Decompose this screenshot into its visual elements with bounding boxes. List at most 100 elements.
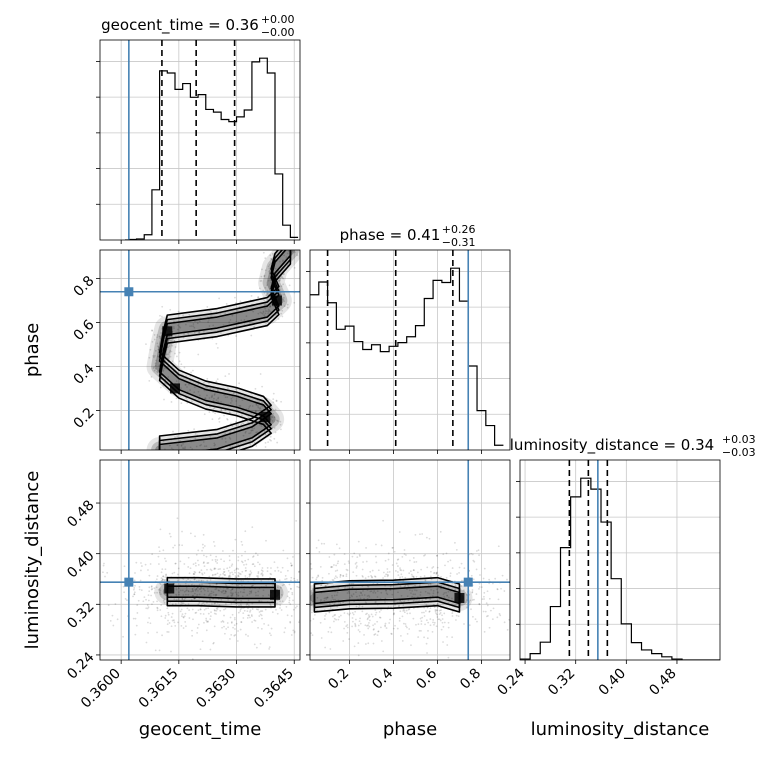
sample-point xyxy=(223,574,226,576)
sample-point xyxy=(324,585,327,588)
sample-point xyxy=(323,597,326,600)
sample-point xyxy=(159,528,162,531)
contour-line xyxy=(313,576,461,613)
sample-point xyxy=(251,563,254,566)
sample-point xyxy=(253,643,256,646)
sample-point xyxy=(269,287,271,290)
sample-point xyxy=(431,630,434,633)
sample-point xyxy=(132,588,135,591)
sample-point xyxy=(386,571,389,574)
sample-point xyxy=(238,382,241,385)
sample-point xyxy=(178,360,181,363)
sample-point xyxy=(248,322,251,325)
sample-point xyxy=(429,583,432,586)
sample-point xyxy=(286,602,288,604)
sample-point xyxy=(276,441,279,444)
sample-point xyxy=(239,628,242,631)
sample-point xyxy=(206,587,209,590)
sample-point xyxy=(181,447,184,450)
sample-point xyxy=(483,598,486,600)
sample-point xyxy=(313,613,316,616)
sample-point xyxy=(421,599,424,602)
sample-point xyxy=(372,591,375,594)
sample-point xyxy=(217,568,220,571)
sample-point xyxy=(147,569,149,571)
sample-point xyxy=(179,560,182,563)
sample-point xyxy=(157,555,160,558)
sample-point xyxy=(158,546,160,549)
sample-point xyxy=(150,586,153,588)
sample-point xyxy=(255,431,257,434)
sample-point xyxy=(226,587,229,590)
sample-point xyxy=(385,627,388,629)
sample-point xyxy=(176,444,179,447)
sample-point xyxy=(223,560,225,563)
sample-point xyxy=(451,567,454,569)
sample-point xyxy=(368,615,371,618)
sample-point xyxy=(286,557,289,560)
sample-point xyxy=(249,439,251,442)
sample-point xyxy=(320,542,323,545)
sample-point xyxy=(423,615,426,617)
sample-point xyxy=(379,626,382,629)
sample-point xyxy=(166,607,169,610)
sample-point xyxy=(244,570,247,572)
sample-point xyxy=(240,560,243,563)
sample-point xyxy=(198,332,200,334)
sample-point xyxy=(135,561,138,564)
sample-point xyxy=(277,318,280,320)
sample-point xyxy=(177,573,179,576)
sample-point xyxy=(460,579,463,582)
sample-point xyxy=(208,598,211,601)
sample-point xyxy=(168,462,170,464)
sample-point xyxy=(361,568,364,571)
sample-point xyxy=(355,595,358,598)
sample-point xyxy=(361,605,364,608)
sample-point xyxy=(343,627,345,630)
sample-point xyxy=(320,584,323,586)
sample-point xyxy=(336,562,339,565)
sample-point xyxy=(367,624,370,627)
sample-point xyxy=(243,591,246,594)
sample-point xyxy=(478,587,480,590)
sample-point xyxy=(167,353,169,356)
sample-point xyxy=(278,575,280,577)
sample-point xyxy=(394,604,396,606)
sample-point xyxy=(335,594,338,597)
sample-point xyxy=(124,597,127,600)
sample-point xyxy=(445,576,448,579)
sample-point xyxy=(463,623,465,625)
sample-point xyxy=(399,634,402,637)
sample-point xyxy=(303,613,305,615)
sample-point xyxy=(441,614,443,617)
sample-point xyxy=(293,266,296,269)
sample-point xyxy=(213,394,216,396)
sample-point xyxy=(167,619,169,622)
sample-point xyxy=(382,571,385,574)
sample-point xyxy=(315,578,318,581)
sample-point xyxy=(443,592,446,594)
sample-point xyxy=(357,642,360,644)
sample-point xyxy=(355,565,358,568)
sample-point xyxy=(216,346,219,349)
sample-point xyxy=(321,576,324,579)
sample-point xyxy=(541,596,543,598)
sample-point xyxy=(155,359,157,362)
sample-point xyxy=(250,571,253,574)
sample-point xyxy=(260,573,263,575)
sample-point xyxy=(380,591,383,594)
sample-point xyxy=(175,586,178,589)
sample-point xyxy=(155,578,158,581)
sample-point xyxy=(199,608,202,611)
sample-point xyxy=(209,592,212,595)
sample-point xyxy=(276,586,279,589)
sample-point xyxy=(278,562,280,564)
sample-point xyxy=(320,637,323,639)
sample-point xyxy=(384,624,386,627)
sample-point xyxy=(338,615,341,618)
sample-point xyxy=(192,618,194,621)
sample-point xyxy=(157,563,160,565)
sample-point xyxy=(332,598,335,601)
sample-point xyxy=(301,578,303,580)
sample-point xyxy=(389,585,392,588)
